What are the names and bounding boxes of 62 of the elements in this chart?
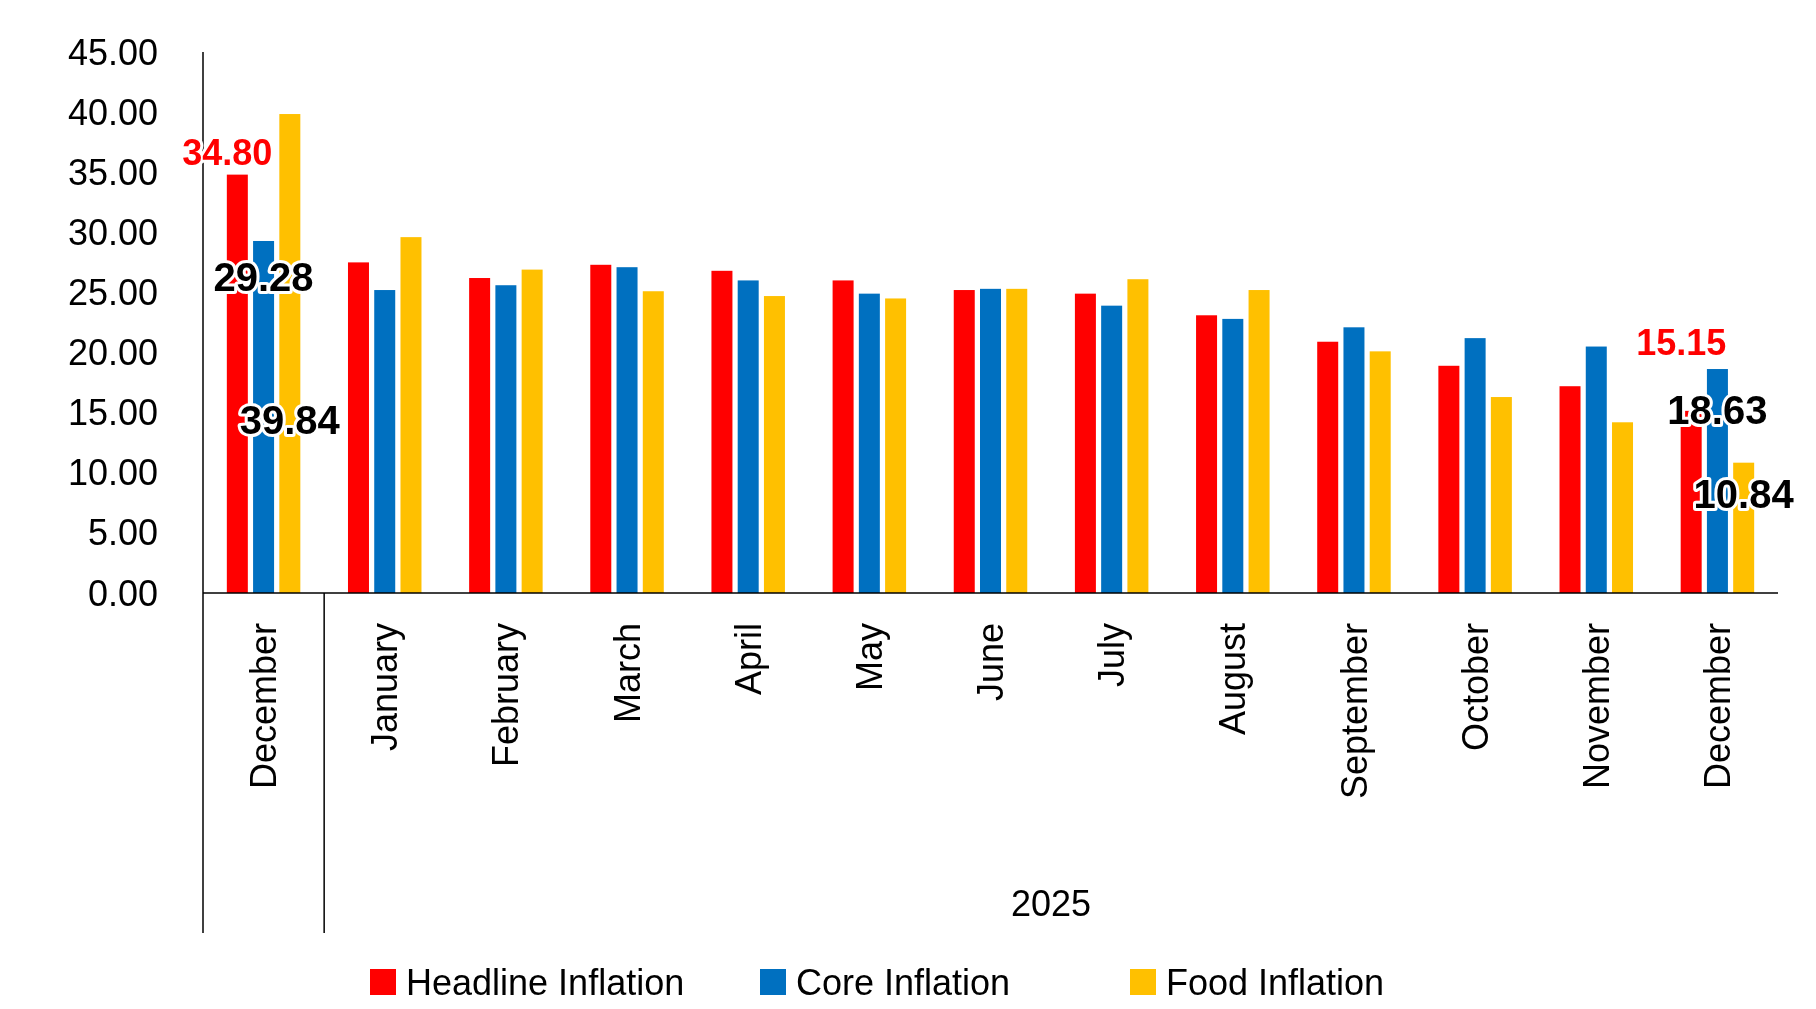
bar: [400, 237, 422, 593]
bar: [521, 269, 543, 593]
y-tick-label: 20.00: [67, 332, 158, 374]
y-tick-label: 5.00: [87, 512, 158, 554]
bar: [590, 264, 612, 593]
bar: [1559, 386, 1581, 593]
y-tick-label: 35.00: [67, 151, 158, 193]
bar: [616, 267, 638, 593]
x-tick-label: March: [606, 623, 648, 724]
text: 2025: [1011, 883, 1092, 924]
bar: [347, 262, 369, 593]
x-tick-label: January: [364, 623, 406, 752]
bar: [1006, 288, 1028, 593]
x-tick-label: October: [1454, 622, 1496, 752]
y-tick-label: 0.00: [87, 572, 158, 614]
x-tick-label: February: [485, 623, 527, 768]
y-tick-label: 30.00: [67, 211, 158, 253]
y-tick-label: 10.00: [67, 452, 158, 494]
x-tick-label: July: [1091, 623, 1133, 688]
bar: [495, 285, 517, 593]
bar: [1127, 279, 1149, 593]
bar: [1222, 318, 1244, 593]
bar: [1343, 327, 1365, 593]
bar: [885, 298, 907, 593]
data-label: 15.15: [1636, 321, 1727, 363]
bar: [1101, 305, 1123, 593]
y-tick-label: 25.00: [67, 272, 158, 314]
bar: [980, 288, 1001, 593]
x-tick-label: April: [727, 623, 769, 696]
legend-label: Headline Inflation: [406, 961, 685, 1003]
bar: [1490, 397, 1512, 593]
bar: [763, 296, 785, 593]
data-label: 29.28: [213, 254, 314, 299]
x-tick-label: November: [1575, 622, 1617, 790]
bar: [469, 278, 491, 593]
y-tick-label: 15.00: [67, 392, 158, 434]
bar: [1196, 315, 1218, 593]
bar: [1585, 346, 1607, 593]
x-tick-label: December: [243, 622, 285, 790]
bar: [953, 290, 975, 593]
bar: [1464, 338, 1486, 593]
x-tick-label: September: [1333, 623, 1375, 800]
bar: [1438, 365, 1460, 593]
bar: [642, 291, 664, 593]
bar: [1612, 422, 1634, 593]
y-tick-label: 40.00: [67, 91, 158, 133]
bar: [711, 270, 733, 593]
bar: [858, 293, 880, 593]
x-tick-label: August: [1212, 623, 1254, 736]
bar: [737, 280, 759, 593]
bar: [374, 290, 396, 593]
legend-label: Core Inflation: [796, 961, 1011, 1003]
x-tick-label: December: [1697, 622, 1739, 790]
bar: [1369, 351, 1391, 593]
bar: [1074, 293, 1096, 593]
bar: [832, 280, 854, 593]
legend-label: Food Inflation: [1166, 961, 1385, 1003]
bar: [1248, 290, 1270, 593]
x-tick-label: May: [848, 623, 890, 692]
x-tick-label: June: [970, 623, 1012, 702]
bar: [1317, 341, 1339, 593]
y-tick-label: 45.00: [67, 31, 158, 73]
